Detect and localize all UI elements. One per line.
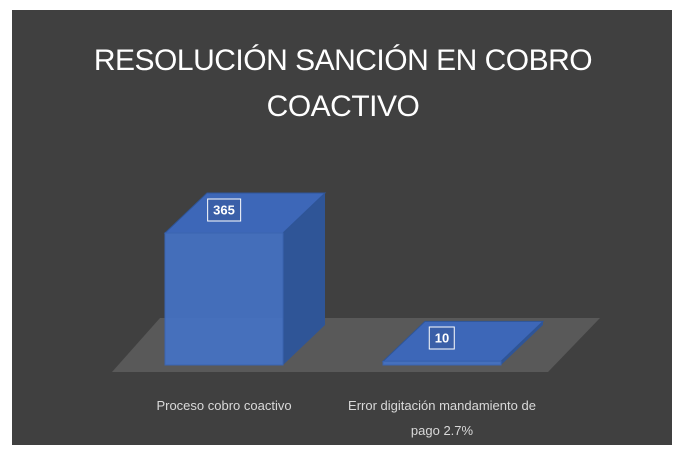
bar-side xyxy=(283,193,325,365)
data-label: 10 xyxy=(428,326,456,350)
bar-side xyxy=(501,321,543,365)
bar xyxy=(164,232,284,366)
x-tick-label: Proceso cobro coactivo xyxy=(156,398,292,413)
chart-background xyxy=(12,10,672,445)
chart-title: RESOLUCIÓN SANCIÓN EN COBRO COACTIVO xyxy=(93,44,593,123)
bar xyxy=(382,360,502,366)
x-tick-label: Error digitación mandamiento de pago 2.7… xyxy=(348,398,536,438)
data-label: 365 xyxy=(207,198,241,222)
